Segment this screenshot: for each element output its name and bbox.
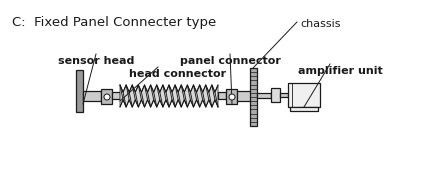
Circle shape	[104, 94, 110, 100]
Bar	[112, 92, 120, 99]
Bar	[226, 89, 237, 104]
Bar	[288, 83, 320, 107]
Bar	[237, 91, 251, 101]
Bar	[250, 68, 257, 126]
Bar	[290, 107, 318, 111]
Circle shape	[229, 94, 235, 100]
Bar	[101, 89, 112, 104]
Polygon shape	[120, 85, 218, 107]
Text: amplifier unit: amplifier unit	[298, 66, 382, 76]
Bar	[76, 70, 83, 112]
Text: C:  Fixed Panel Connecter type: C: Fixed Panel Connecter type	[12, 16, 216, 29]
Text: panel connector: panel connector	[180, 56, 280, 66]
Bar	[280, 93, 288, 97]
Bar	[83, 91, 101, 101]
Bar	[271, 88, 280, 102]
Text: chassis: chassis	[300, 19, 340, 29]
Text: sensor head: sensor head	[58, 56, 134, 66]
Text: head connector: head connector	[130, 69, 226, 79]
Bar	[218, 92, 226, 99]
Bar	[257, 93, 271, 98]
